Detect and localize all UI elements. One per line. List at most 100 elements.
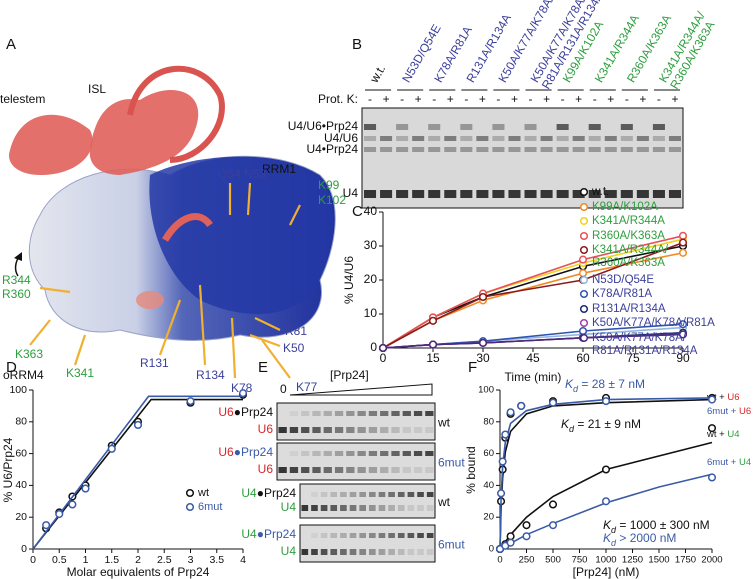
residue-label: K363 — [15, 347, 43, 361]
y-tick-label: 0 — [489, 544, 494, 555]
legend-marker — [579, 216, 589, 226]
gel-band — [492, 124, 505, 130]
gel-band — [330, 533, 338, 538]
gel-band — [378, 505, 386, 511]
legend-label: K78A/R81A — [592, 288, 652, 300]
gel-band — [428, 124, 441, 130]
data-point — [378, 343, 388, 353]
x-tick-label: 90 — [676, 351, 690, 365]
rna-label: telestem — [0, 92, 45, 106]
gel-band — [636, 147, 649, 152]
gel-band — [652, 190, 665, 198]
complex-label-part: ●Prp24 — [234, 445, 274, 459]
gel-band — [604, 136, 617, 141]
data-point — [548, 398, 558, 407]
gel-band — [323, 451, 332, 456]
gel-band — [391, 451, 400, 456]
complex-label-part: ●Prp24 — [234, 405, 274, 419]
data-point — [428, 316, 438, 325]
y-axis-label: % U6/Prp24 — [1, 437, 15, 502]
data-point — [548, 500, 558, 509]
gel-band — [349, 492, 357, 497]
residue-label: R360 — [2, 287, 31, 301]
gel-band — [380, 190, 393, 198]
y-axis-label: % bound — [464, 446, 478, 493]
gel-band — [652, 124, 665, 130]
data-point — [707, 424, 717, 433]
gel-band — [369, 505, 376, 511]
panel-label: E — [258, 359, 268, 376]
data-point — [678, 248, 688, 257]
gel-band — [380, 467, 389, 473]
gel-band — [380, 427, 389, 433]
gel-band — [407, 533, 415, 538]
gel-band — [572, 147, 585, 152]
legend-label: 6mut — [198, 501, 222, 513]
legend-label-line: R131A/R134A — [592, 303, 666, 315]
gel-band — [402, 451, 411, 456]
complex-label-part: U6 — [218, 405, 234, 419]
gel — [299, 483, 436, 519]
gel-band — [426, 505, 434, 511]
data-point — [81, 484, 90, 493]
gel-band — [396, 124, 409, 130]
gel-band — [334, 411, 344, 416]
y-tick-label: 100 — [478, 385, 494, 396]
x-tick-label: 1500 — [648, 555, 669, 566]
gel-band — [476, 190, 489, 198]
gel-band — [388, 533, 395, 538]
band-label: U4/U6 — [324, 131, 358, 145]
prot-k-sign: + — [607, 92, 614, 106]
variant-label: wt — [437, 416, 451, 430]
gel-band — [413, 467, 423, 473]
x-tick-label: 750 — [572, 555, 588, 566]
data-point — [133, 420, 143, 430]
prot-k-sign: + — [511, 92, 518, 106]
gel-band — [301, 505, 309, 511]
legend-label-part: 6mut + — [707, 457, 739, 468]
legend-label: R360A/K363A — [592, 230, 665, 242]
gel-band — [357, 451, 366, 456]
gel-band — [668, 190, 681, 198]
legend-label-part: U4 — [727, 429, 739, 440]
panel-label: D — [6, 359, 17, 376]
x-tick-label: 500 — [545, 555, 561, 566]
gel-band — [508, 136, 521, 141]
legend-label: 6mut + U6 — [707, 406, 751, 417]
gel-band — [425, 411, 434, 416]
gel-band — [396, 190, 409, 198]
gel-band — [378, 533, 386, 538]
leader-lines — [29, 182, 301, 379]
gel-band — [330, 492, 338, 497]
prot-k-sign: - — [529, 92, 533, 106]
wedge — [289, 383, 433, 396]
fit-line — [32, 395, 243, 550]
gel-band — [492, 190, 505, 198]
legend-marker — [185, 502, 195, 512]
gel-band — [407, 492, 415, 497]
gel — [299, 524, 436, 563]
fit-line — [499, 397, 713, 550]
gel-band — [311, 492, 318, 497]
gel-band — [323, 411, 332, 416]
x-tick-label: 3 — [188, 554, 194, 566]
gel-band — [460, 124, 473, 130]
gel-band — [524, 190, 537, 198]
gel-band — [346, 451, 355, 456]
gel-band — [311, 533, 318, 538]
kd-part: = 21 ± 9 nM — [574, 417, 641, 431]
gel-band — [572, 136, 585, 141]
legend-marker — [579, 304, 589, 314]
data-point — [578, 269, 588, 278]
kd-part: K — [565, 377, 574, 391]
x-tick-label: 2 — [135, 554, 141, 566]
legend-label-line: K50A/K77A/K78A/ — [592, 332, 687, 344]
gel-band — [378, 549, 386, 555]
gel — [276, 402, 436, 441]
gel-band — [311, 505, 318, 511]
legend-label: wt + U6 — [706, 392, 739, 403]
gel-band — [588, 190, 601, 198]
x-tick-label: 2000 — [701, 555, 722, 566]
legend-label-part: U4 — [739, 457, 751, 468]
fit-line — [499, 473, 713, 550]
